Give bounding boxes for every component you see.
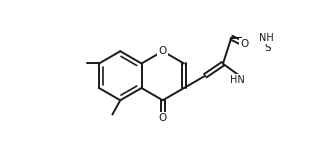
Text: S: S [264,43,271,53]
Text: O: O [240,39,248,49]
Text: NH: NH [259,33,274,43]
Text: HN: HN [230,75,245,85]
Text: O: O [159,113,167,123]
Text: O: O [159,46,167,56]
